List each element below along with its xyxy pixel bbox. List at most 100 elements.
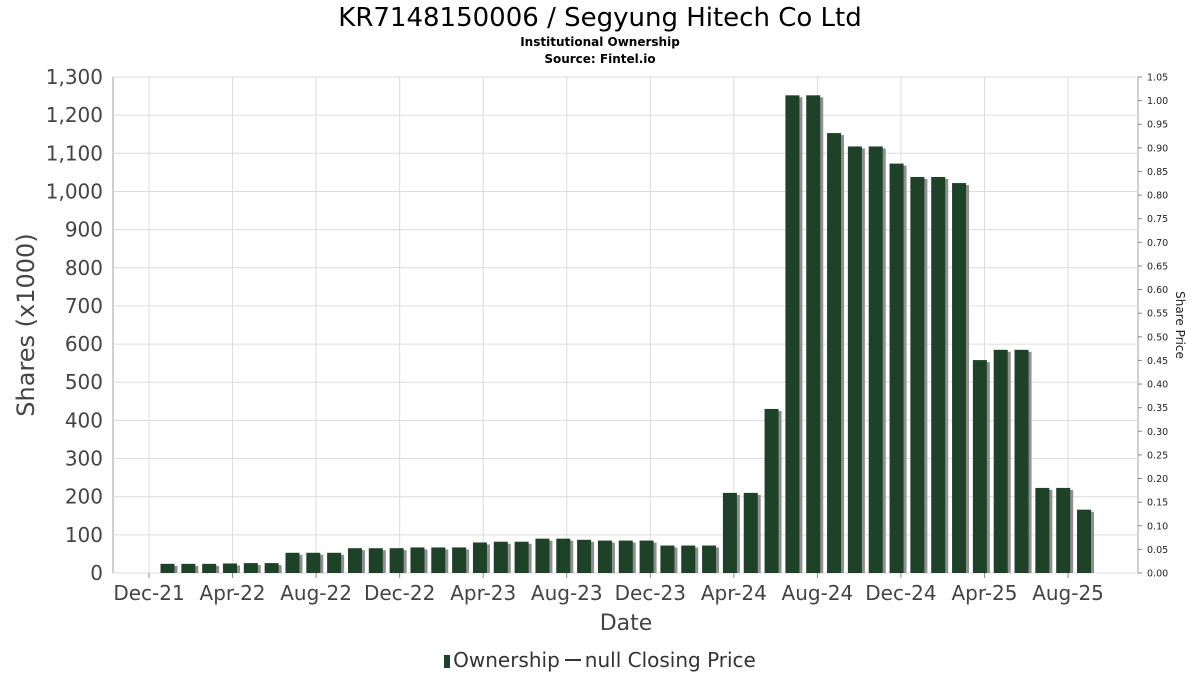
ownership-bar: [327, 552, 342, 573]
closing-price-legend-swatch: [564, 659, 581, 661]
y2-tick-label: 0.25: [1147, 450, 1168, 461]
y-tick-label: 800: [65, 256, 103, 280]
y-tick-label: 900: [65, 218, 103, 242]
ownership-bar: [827, 133, 842, 573]
y2-tick-label: 0.40: [1147, 380, 1168, 391]
chart-legend: Ownership null Closing Price: [0, 647, 1200, 673]
y-tick-label: 600: [65, 332, 103, 356]
y2-tick-label: 0.65: [1147, 261, 1168, 272]
ownership-bar: [535, 538, 550, 573]
chart-source: Source: Fintel.io: [544, 52, 656, 66]
y2-axis-title: Share Price: [1173, 291, 1187, 359]
ownership-bar: [222, 563, 237, 573]
ownership-bar: [618, 540, 633, 573]
ownership-bar: [785, 95, 800, 573]
ownership-bar: [1077, 509, 1092, 573]
ownership-bar: [472, 542, 487, 573]
y2-tick-label: 0.50: [1147, 332, 1168, 343]
y2-tick-label: 1.00: [1147, 96, 1168, 107]
y2-tick-label: 0.55: [1147, 309, 1168, 320]
ownership-bar: [889, 163, 904, 573]
ownership-bar: [1035, 487, 1050, 573]
closing-price-legend-label: null Closing Price: [584, 648, 756, 672]
ownership-bar: [243, 563, 258, 573]
ownership-bar: [931, 176, 946, 573]
ownership-bar: [993, 349, 1008, 573]
ownership-bar: [452, 547, 467, 573]
ownership-bar: [285, 552, 300, 573]
chart-title: KR7148150006 / Segyung Hitech Co Ltd: [338, 3, 862, 33]
ownership-bar: [264, 563, 279, 573]
ownership-bar: [910, 176, 925, 573]
y-tick-label: 700: [65, 294, 103, 318]
x-tick-label: Dec-24: [865, 581, 936, 605]
y2-tick-label: 0.80: [1147, 191, 1168, 202]
ownership-bar: [952, 183, 967, 573]
ownership-chart: 0 100 200 300 400 500 600 700 800 900 1,000 1,100 1,…: [12, 65, 1187, 636]
x-tick-label: Apr-25: [952, 581, 1018, 605]
y-tick-label: 1,200: [46, 103, 103, 127]
ownership-bar: [410, 547, 425, 573]
x-tick-label: Aug-25: [1032, 581, 1104, 605]
ownership-bar: [1056, 487, 1071, 573]
ownership-bar: [806, 95, 821, 573]
ownership-legend-label: Ownership: [453, 648, 560, 672]
ownership-bar: [722, 492, 737, 573]
x-tick-label: Dec-21: [113, 581, 184, 605]
y2-tick-label: 0.90: [1147, 143, 1168, 154]
y-axis-title: Shares (x1000): [12, 233, 40, 416]
ownership-bar: [202, 563, 217, 573]
y2-tick-label: 0.45: [1147, 356, 1168, 367]
ownership-bar: [514, 541, 529, 573]
ownership-bar: [743, 492, 758, 573]
ownership-bar: [493, 541, 508, 573]
y-tick-label: 400: [65, 408, 103, 432]
x-axis-title: Date: [600, 611, 653, 636]
y2-tick-label: 0.70: [1147, 238, 1168, 249]
y2-tick-label: 0.05: [1147, 545, 1168, 556]
y2-tick-label: 0.35: [1147, 403, 1168, 414]
y2-tick-label: 0.60: [1147, 285, 1168, 296]
y-tick-label: 1,000: [46, 179, 103, 203]
ownership-bar: [764, 408, 779, 573]
ownership-bar: [597, 540, 612, 573]
y-tick-label: 100: [65, 523, 103, 547]
y-tick-label: 0: [90, 561, 103, 585]
y2-tick-label: 0.20: [1147, 474, 1168, 485]
y2-tick-label: 0.85: [1147, 167, 1168, 178]
y2-tick-label: 0.75: [1147, 214, 1168, 225]
y2-tick-label: 0.15: [1147, 498, 1168, 509]
ownership-bar: [972, 360, 987, 573]
y2-tick-label: 0.30: [1147, 427, 1168, 438]
y-tick-label: 200: [65, 485, 103, 509]
y2-tick-label: 0.00: [1147, 569, 1168, 580]
y-tick-label: 1,100: [46, 141, 103, 165]
x-tick-label: Dec-22: [364, 581, 435, 605]
ownership-bar: [306, 552, 321, 573]
ownership-bar: [556, 538, 571, 573]
y2-tick-label: 0.95: [1147, 120, 1168, 131]
y-tick-label: 1,300: [46, 65, 103, 89]
y-tick-label: 300: [65, 447, 103, 471]
x-tick-label: Apr-23: [450, 581, 516, 605]
ownership-legend-swatch: [444, 655, 451, 668]
x-tick-label: Apr-22: [200, 581, 266, 605]
chart-subtitle: Institutional Ownership: [520, 35, 680, 49]
y-tick-label: 500: [65, 370, 103, 394]
ownership-bar: [660, 545, 675, 573]
ownership-bar: [347, 548, 362, 573]
y2-tick-label: 0.10: [1147, 521, 1168, 532]
ownership-bar: [577, 539, 592, 573]
ownership-bar: [160, 563, 175, 573]
x-tick-label: Aug-24: [782, 581, 854, 605]
ownership-bar: [639, 540, 654, 573]
x-tick-label: Apr-24: [701, 581, 767, 605]
ownership-bar: [431, 547, 446, 573]
ownership-bar: [702, 545, 717, 573]
x-tick-label: Aug-23: [531, 581, 603, 605]
ownership-bar: [181, 563, 196, 573]
ownership-bar: [868, 146, 883, 573]
ownership-bar: [389, 548, 404, 573]
y2-tick-label: 1.05: [1147, 73, 1168, 84]
x-tick-label: Aug-22: [280, 581, 352, 605]
